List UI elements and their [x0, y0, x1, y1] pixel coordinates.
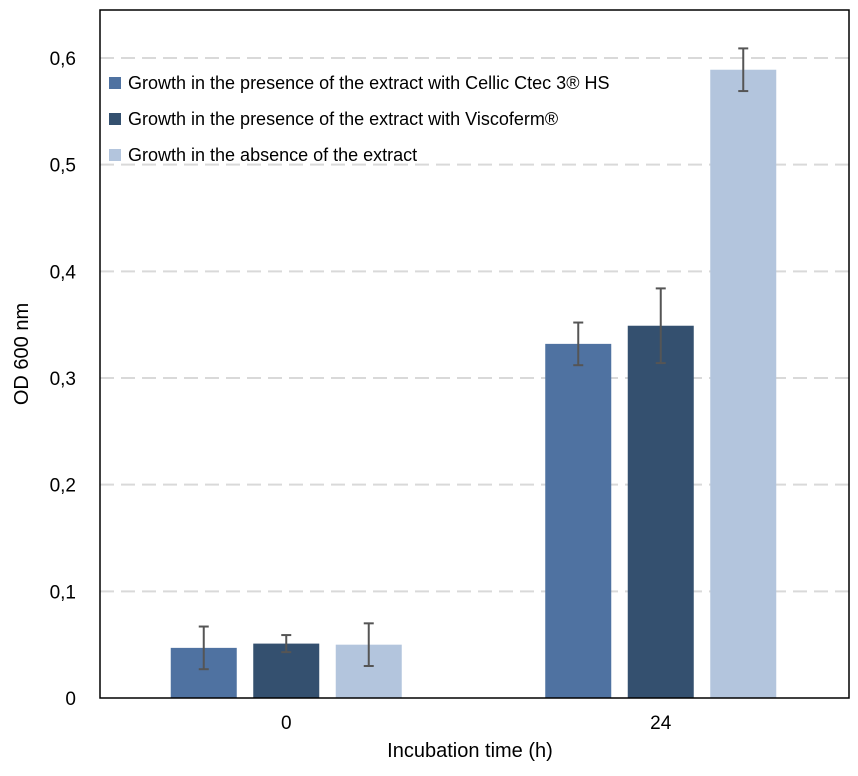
- legend-item: Growth in the absence of the extract: [109, 145, 417, 165]
- legend-label: Growth in the absence of the extract: [128, 145, 417, 165]
- plot-area-frame: [99, 9, 850, 699]
- y-tick-labels: 0 0,1 0,2 0,3 0,4 0,5 0,6: [50, 49, 77, 710]
- error-bars: [198, 47, 749, 671]
- x-tick-label: 24: [650, 713, 672, 734]
- bar: [627, 325, 694, 698]
- y-tick-label: 0,1: [50, 582, 76, 603]
- legend-swatch: [109, 113, 121, 125]
- y-tick-label: 0,2: [50, 476, 76, 497]
- legend-swatch: [109, 149, 121, 161]
- error-bar: [738, 47, 749, 93]
- x-tick-labels: 0 24: [281, 713, 672, 734]
- legend-swatch: [109, 77, 121, 89]
- error-bar: [281, 634, 292, 654]
- bars: [170, 69, 777, 698]
- y-tick-label: 0: [65, 689, 76, 710]
- error-bar: [363, 622, 374, 667]
- y-tick-label: 0,4: [50, 262, 77, 283]
- x-tick-label: 0: [281, 713, 292, 734]
- legend-label: Growth in the presence of the extract wi…: [128, 73, 609, 93]
- legend-label: Growth in the presence of the extract wi…: [128, 109, 558, 129]
- y-tick-label: 0,6: [50, 49, 76, 70]
- error-bar: [573, 321, 584, 367]
- y-tick-label: 0,5: [50, 156, 76, 177]
- error-bar: [198, 625, 209, 671]
- x-axis-title: Incubation time (h): [387, 740, 553, 762]
- y-tick-label: 0,3: [50, 369, 76, 390]
- legend-item: Growth in the presence of the extract wi…: [109, 109, 558, 129]
- bar: [545, 343, 612, 698]
- bar: [710, 69, 777, 698]
- error-bar: [655, 287, 666, 365]
- legend-item: Growth in the presence of the extract wi…: [109, 73, 609, 93]
- legend: Growth in the presence of the extract wi…: [109, 73, 609, 165]
- y-axis-title: OD 600 nm: [11, 303, 33, 405]
